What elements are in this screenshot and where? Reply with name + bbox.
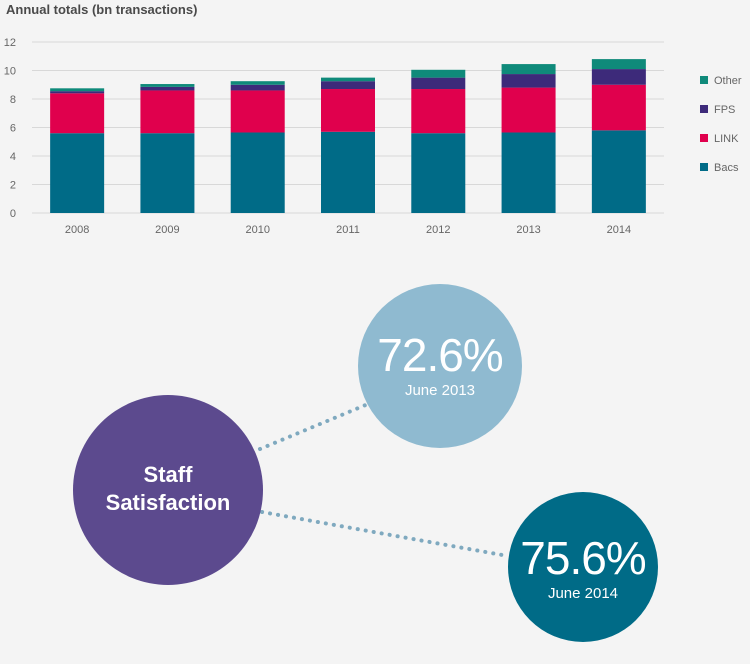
legend-label-bacs: Bacs	[714, 162, 739, 174]
legend-label-link: LINK	[714, 133, 739, 145]
bar-link-2010	[230, 90, 285, 133]
bar-other-2013	[501, 64, 556, 75]
bar-link-2013	[501, 87, 556, 133]
bar-other-2010	[230, 81, 285, 85]
y-tick-label: 2	[10, 180, 16, 192]
y-tick-label: 4	[10, 151, 16, 163]
bar-fps-2011	[321, 81, 375, 90]
legend-label-other: Other	[714, 75, 742, 87]
legend-label-fps: FPS	[714, 104, 735, 116]
legend-swatch-fps	[700, 105, 708, 113]
bar-fps-2014	[591, 69, 646, 85]
y-tick-label: 10	[4, 66, 16, 78]
date-2014: June 2014	[547, 585, 619, 602]
staff-label-line1: Staff	[143, 462, 193, 487]
bar-bacs-2014	[591, 130, 646, 213]
value-2013: 72.6%	[377, 329, 503, 381]
y-tick-label: 6	[10, 123, 16, 135]
stacked-bar-chart: 0 2 4 6 8 10 12 2008 2009 2010 2011 2012 2013 2014 Ot…	[4, 37, 742, 236]
bar-fps-2010	[230, 84, 285, 91]
bar-fps-2013	[501, 74, 556, 88]
legend-swatch-other	[700, 76, 708, 84]
x-tick-label: 2013	[516, 224, 540, 236]
bar-fps-2012	[411, 77, 466, 90]
bar-link-2009	[140, 90, 195, 134]
bar-link-2012	[411, 89, 466, 134]
legend: Other FPS LINK Bacs	[700, 75, 742, 174]
bar-other-2011	[321, 77, 375, 82]
x-tick-label: 2010	[245, 224, 269, 236]
bar-other-2012	[411, 69, 466, 78]
axis-labels: 0 2 4 6 8 10 12 2008 2009 2010 2011 2012 2013 2014	[4, 37, 631, 236]
x-tick-label: 2009	[155, 224, 179, 236]
bar-bacs-2008	[50, 133, 105, 213]
legend-swatch-link	[700, 134, 708, 142]
bar-link-2014	[591, 84, 646, 131]
bar-bacs-2009	[140, 133, 195, 213]
value-2014: 75.6%	[520, 532, 646, 584]
staff-satisfaction-label: Staff Satisfaction	[88, 461, 248, 517]
x-tick-label: 2012	[426, 224, 450, 236]
bar-fps-2009	[140, 86, 195, 91]
bar-bacs-2010	[230, 132, 285, 213]
y-tick-label: 12	[4, 37, 16, 49]
date-2013: June 2013	[404, 382, 476, 399]
bubble-2013: 72.6% June 2013	[360, 328, 520, 399]
connector-2014	[260, 510, 510, 558]
bars	[50, 59, 646, 213]
x-tick-label: 2014	[607, 224, 631, 236]
bar-link-2011	[321, 89, 375, 132]
x-tick-label: 2011	[336, 224, 360, 236]
x-tick-label: 2008	[65, 224, 89, 236]
connector-2013	[258, 402, 370, 451]
bar-other-2008	[50, 88, 105, 92]
legend-swatch-bacs	[700, 163, 708, 171]
y-tick-label: 0	[10, 208, 16, 220]
chart-title: Annual totals (bn transactions)	[6, 2, 198, 17]
bar-other-2009	[140, 84, 195, 87]
bar-link-2008	[50, 93, 105, 134]
bar-bacs-2012	[411, 133, 466, 213]
staff-label-line2: Satisfaction	[105, 490, 231, 515]
bar-other-2014	[591, 59, 646, 70]
bar-bacs-2013	[501, 132, 556, 213]
bar-fps-2008	[50, 91, 105, 94]
y-tick-label: 8	[10, 94, 16, 106]
bubble-2014: 75.6% June 2014	[508, 531, 658, 602]
bar-bacs-2011	[321, 131, 375, 213]
